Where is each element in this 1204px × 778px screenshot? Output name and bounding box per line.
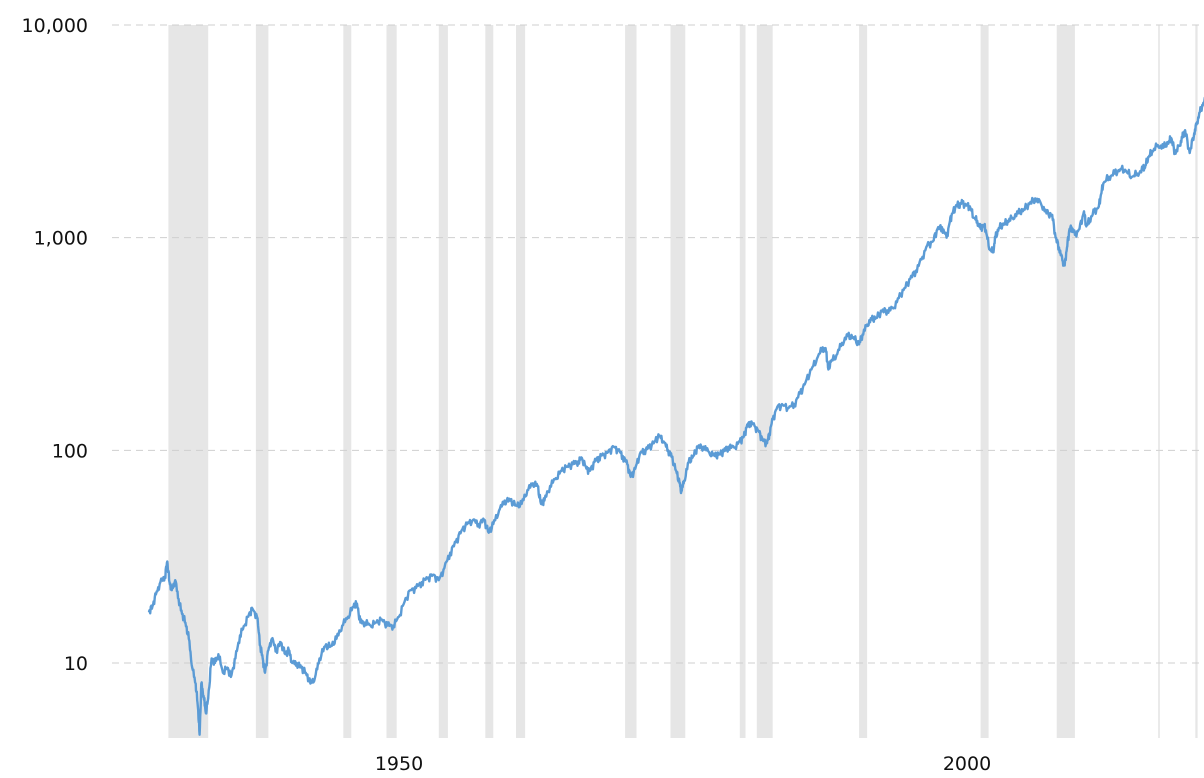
recession-band-2 [343, 25, 352, 738]
recession-band-13 [1056, 25, 1075, 738]
x-tick-label-2000: 2000 [943, 753, 991, 775]
recession-band-8 [670, 25, 686, 738]
recession-band-14 [1195, 25, 1198, 738]
recession-band-3 [386, 25, 397, 738]
series-group [147, 96, 1204, 736]
gridlines [112, 24, 1204, 664]
x-tick-label-1950: 1950 [375, 753, 423, 775]
y-tick-label-10,000: 10,000 [22, 15, 88, 37]
y-tick-label-100: 100 [52, 440, 88, 462]
recession-band-11 [859, 25, 868, 738]
recession-band-0 [168, 25, 209, 738]
recession-band-10 [756, 25, 773, 738]
y-tick-label-10: 10 [64, 653, 88, 675]
recession-band-4 [438, 25, 448, 738]
recession-band-6 [516, 25, 526, 738]
recession-shading [168, 25, 1198, 738]
series-line-0 [147, 96, 1204, 736]
x-axis-tick-labels: 1950 2000 [375, 753, 991, 775]
recession-band-1 [255, 25, 269, 738]
recession-band-9 [739, 25, 746, 738]
recession-band-12 [980, 25, 989, 738]
recession-band-7 [625, 25, 637, 738]
y-tick-label-1,000: 1,000 [34, 228, 88, 250]
recession-band-5 [485, 25, 494, 738]
y-axis-tick-labels: 10 100 1,000 10,000 [22, 15, 88, 675]
